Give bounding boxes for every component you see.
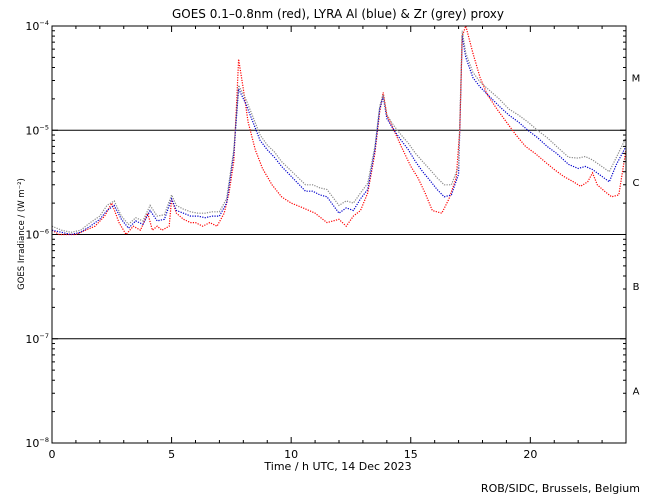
x-tick-label: 10 bbox=[284, 448, 298, 461]
y-tick-label: 10−5 bbox=[25, 123, 49, 137]
x-tick-label: 5 bbox=[168, 448, 175, 461]
y-tick-label: 10−6 bbox=[25, 228, 49, 242]
x-tick-label: 20 bbox=[523, 448, 537, 461]
flare-class-label: B bbox=[633, 282, 640, 293]
y-axis-label: GOES Irradiance / (W m⁻²) bbox=[17, 178, 27, 290]
y-tick-label: 10−7 bbox=[25, 332, 49, 346]
series-line-lyra-al bbox=[51, 36, 627, 236]
footer-credit: ROB/SIDC, Brussels, Belgium bbox=[480, 482, 640, 495]
flare-class-lines bbox=[52, 129, 626, 340]
series-line-goes-0-1-0-8nm bbox=[51, 23, 627, 236]
x-axis-label: Time / h UTC, 14 Dec 2023 bbox=[263, 460, 411, 473]
y-tick-label: 10−8 bbox=[25, 436, 49, 450]
y-axis-ticks: 10−8 10−7 10−6 10−5 10−4 bbox=[25, 19, 626, 450]
series-layer bbox=[51, 23, 627, 236]
x-tick-label: 0 bbox=[49, 448, 56, 461]
x-tick-label: 15 bbox=[404, 448, 418, 461]
x-axis-ticks: 0 5 10 15 20 bbox=[49, 26, 603, 461]
flare-class-label: A bbox=[633, 386, 640, 397]
flare-class-label: C bbox=[633, 178, 640, 189]
series-line-lyra-zr bbox=[51, 30, 627, 233]
flare-class-label: M bbox=[632, 74, 641, 85]
y-tick-label: 10−4 bbox=[25, 19, 49, 33]
flare-class-labels: A B C M bbox=[632, 74, 641, 398]
chart-title: GOES 0.1–0.8nm (red), LYRA Al (blue) & Z… bbox=[172, 7, 504, 21]
